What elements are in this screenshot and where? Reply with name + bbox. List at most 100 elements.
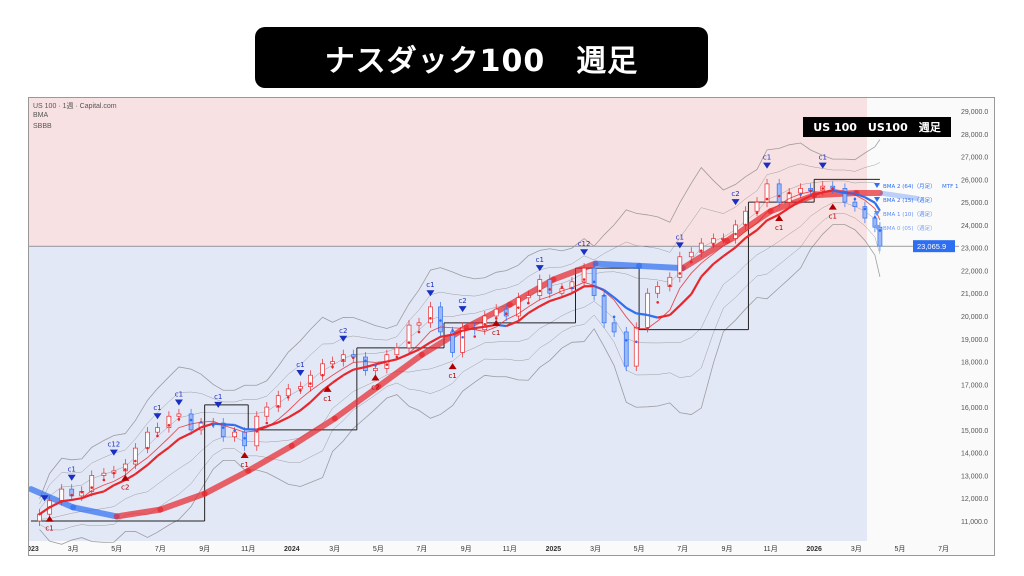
bma-5-weekly-dot bbox=[265, 421, 269, 425]
x-tick-label: 3月 bbox=[590, 545, 601, 553]
sell-signal-triangle bbox=[296, 369, 305, 376]
bma-64-monthly-segment bbox=[157, 490, 208, 513]
candle-body bbox=[340, 354, 346, 362]
bma-5-weekly-dot bbox=[853, 197, 857, 201]
bma-15-weekly-segment bbox=[788, 199, 802, 209]
x-tick-label: 5月 bbox=[111, 545, 122, 553]
chart-panel[interactable]: 11,000.0 12,000.0 13,000.0 14,000.0 15,000.0… bbox=[28, 97, 995, 556]
bma-5-weekly-dot bbox=[211, 424, 215, 427]
bma-5-weekly-dot bbox=[48, 506, 51, 509]
bma-5-weekly-dot bbox=[787, 191, 791, 195]
candle-body bbox=[645, 292, 651, 328]
signal-label: c1 bbox=[829, 213, 837, 221]
bma-64-monthly-segment bbox=[550, 260, 599, 283]
bma-15-weekly-segment bbox=[636, 312, 648, 317]
candle-body bbox=[623, 331, 629, 367]
bma-5-weekly-dot bbox=[582, 278, 586, 281]
symbol-overlay-label: US 100 US100 週足 bbox=[803, 117, 951, 137]
candle-body bbox=[601, 295, 607, 324]
y-tick-label: 24,000.0 bbox=[961, 223, 988, 230]
buy-signal-triangle bbox=[828, 203, 837, 210]
bma-15-weekly-segment bbox=[539, 300, 551, 308]
bma-5-weekly-dot bbox=[538, 289, 542, 293]
bma-5-weekly-dot bbox=[799, 193, 802, 196]
candle-body bbox=[688, 251, 694, 258]
candle-body bbox=[166, 415, 172, 428]
bma-5-weekly-dot bbox=[634, 340, 638, 344]
bma-10-weekly-line bbox=[39, 188, 881, 515]
bma-5-weekly-dot bbox=[592, 280, 596, 284]
bma-64-monthly-segment bbox=[29, 486, 77, 511]
signal-label: c1 bbox=[214, 393, 222, 401]
bma-64-monthly-segment bbox=[113, 506, 164, 520]
indicator-label-bma[interactable]: BMA bbox=[33, 112, 49, 119]
bma-15-weekly-segment bbox=[712, 255, 725, 265]
bma-64-monthly-segment bbox=[201, 467, 252, 497]
bma-15-weekly-segment bbox=[527, 305, 541, 315]
signal-label: c1 bbox=[296, 361, 304, 369]
bma-5-weekly-dot bbox=[624, 338, 628, 342]
bma-5-weekly-dot bbox=[407, 341, 411, 344]
candle-body bbox=[89, 475, 95, 492]
bma-5-weekly-dot bbox=[765, 197, 769, 201]
candle-body bbox=[59, 488, 65, 501]
candle-body bbox=[220, 422, 226, 438]
bma-15-weekly-segment bbox=[256, 425, 268, 431]
candle-body bbox=[611, 322, 617, 333]
bma-5-weekly-dot bbox=[417, 330, 421, 334]
x-tick-label: 7月 bbox=[938, 545, 949, 553]
y-tick-label: 22,000.0 bbox=[961, 268, 988, 275]
bma-5-weekly-dot bbox=[156, 434, 159, 438]
signal-label: c1 bbox=[241, 461, 249, 469]
bma-5-weekly-dot bbox=[744, 223, 747, 227]
bma-5-weekly-dot bbox=[699, 249, 703, 253]
legend-label: BMA 1 (10)（週足） bbox=[883, 210, 936, 218]
sell-signal-triangle bbox=[818, 162, 827, 169]
bma-15-weekly-segment bbox=[549, 296, 563, 303]
bma-5-weekly-dot bbox=[504, 312, 508, 316]
bma-15-weekly-segment bbox=[408, 348, 420, 356]
x-tick-label: 5月 bbox=[894, 545, 905, 553]
bma-5-weekly-dot bbox=[80, 490, 84, 494]
last-price-label: 23,065.9 bbox=[917, 242, 946, 251]
bma-5-weekly-dot bbox=[341, 358, 345, 362]
bma-5-weekly-dot bbox=[678, 272, 682, 275]
signal-label: c2 bbox=[458, 297, 466, 305]
sell-signal-triangle bbox=[174, 399, 183, 406]
candle-body bbox=[698, 242, 704, 253]
bma-15-weekly-segment bbox=[223, 423, 235, 427]
x-tick-label: 7月 bbox=[155, 545, 166, 553]
bma-5-weekly-dot bbox=[612, 315, 616, 319]
candle-body bbox=[264, 406, 270, 417]
candle-body bbox=[122, 463, 128, 472]
candle-body bbox=[428, 306, 433, 324]
bma-64-monthly-segment bbox=[375, 351, 425, 390]
bma-5-weekly-dot bbox=[112, 471, 116, 475]
candle-body bbox=[450, 331, 455, 353]
bma-5-weekly-dot bbox=[70, 493, 74, 497]
candle-body bbox=[633, 327, 639, 367]
signal-label: c2 bbox=[371, 384, 379, 392]
legend-marker-icon bbox=[874, 183, 880, 188]
y-tick-label: 19,000.0 bbox=[961, 337, 988, 344]
price-chart[interactable]: 11,000.0 12,000.0 13,000.0 14,000.0 15,000.0… bbox=[29, 98, 996, 557]
bma-64-projection bbox=[879, 190, 920, 202]
bma-5-weekly-dot bbox=[646, 327, 649, 331]
buy-signal-triangle bbox=[448, 363, 457, 370]
bma-5-weekly-dot bbox=[385, 363, 389, 366]
bma-5-weekly-dot bbox=[102, 478, 106, 482]
signal-label: c1 bbox=[153, 404, 161, 412]
indicator-label-sbbb[interactable]: SBBB bbox=[33, 123, 52, 130]
bollinger-band-lower-2 bbox=[39, 213, 881, 531]
bma-15-weekly-segment bbox=[440, 333, 453, 338]
candle-body bbox=[677, 256, 683, 278]
y-tick-label: 12,000.0 bbox=[961, 496, 988, 503]
bma-5-weekly-dot bbox=[602, 294, 606, 297]
candle-body bbox=[776, 183, 782, 203]
bma-5-weekly-dot bbox=[734, 232, 737, 236]
y-tick-label: 14,000.0 bbox=[961, 451, 988, 458]
y-tick-label: 16,000.0 bbox=[961, 405, 988, 412]
sell-signal-triangle bbox=[675, 242, 684, 249]
bma-5-weekly-dot bbox=[863, 207, 867, 211]
x-tick-label: 9月 bbox=[199, 545, 210, 553]
